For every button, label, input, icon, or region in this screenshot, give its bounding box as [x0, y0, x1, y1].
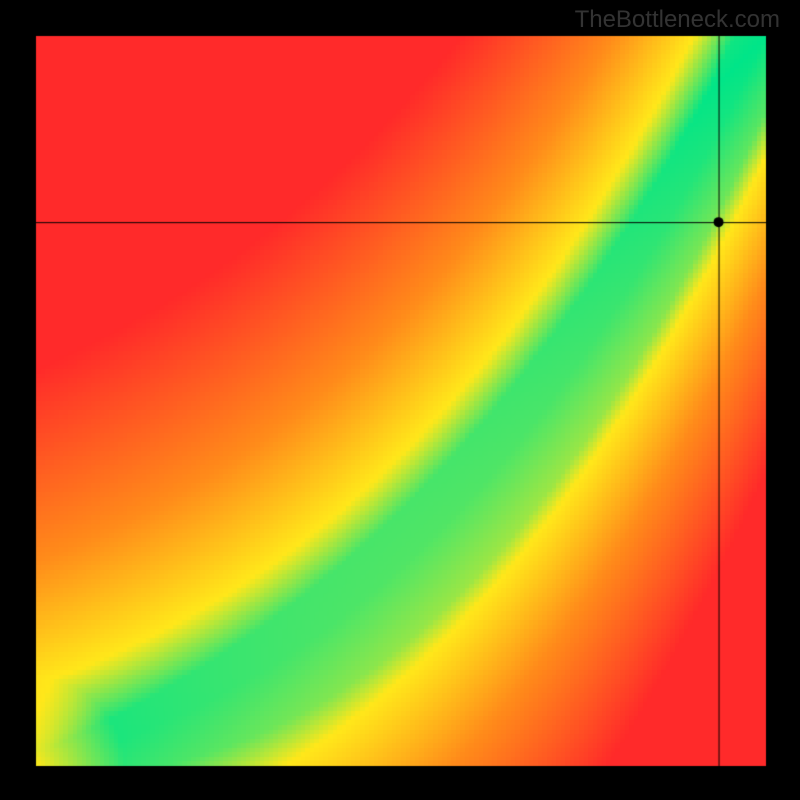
- watermark-text: TheBottleneck.com: [575, 6, 780, 34]
- crosshair-overlay: [0, 0, 800, 800]
- chart-container: { "watermark": "TheBottleneck.com", "can…: [0, 0, 800, 800]
